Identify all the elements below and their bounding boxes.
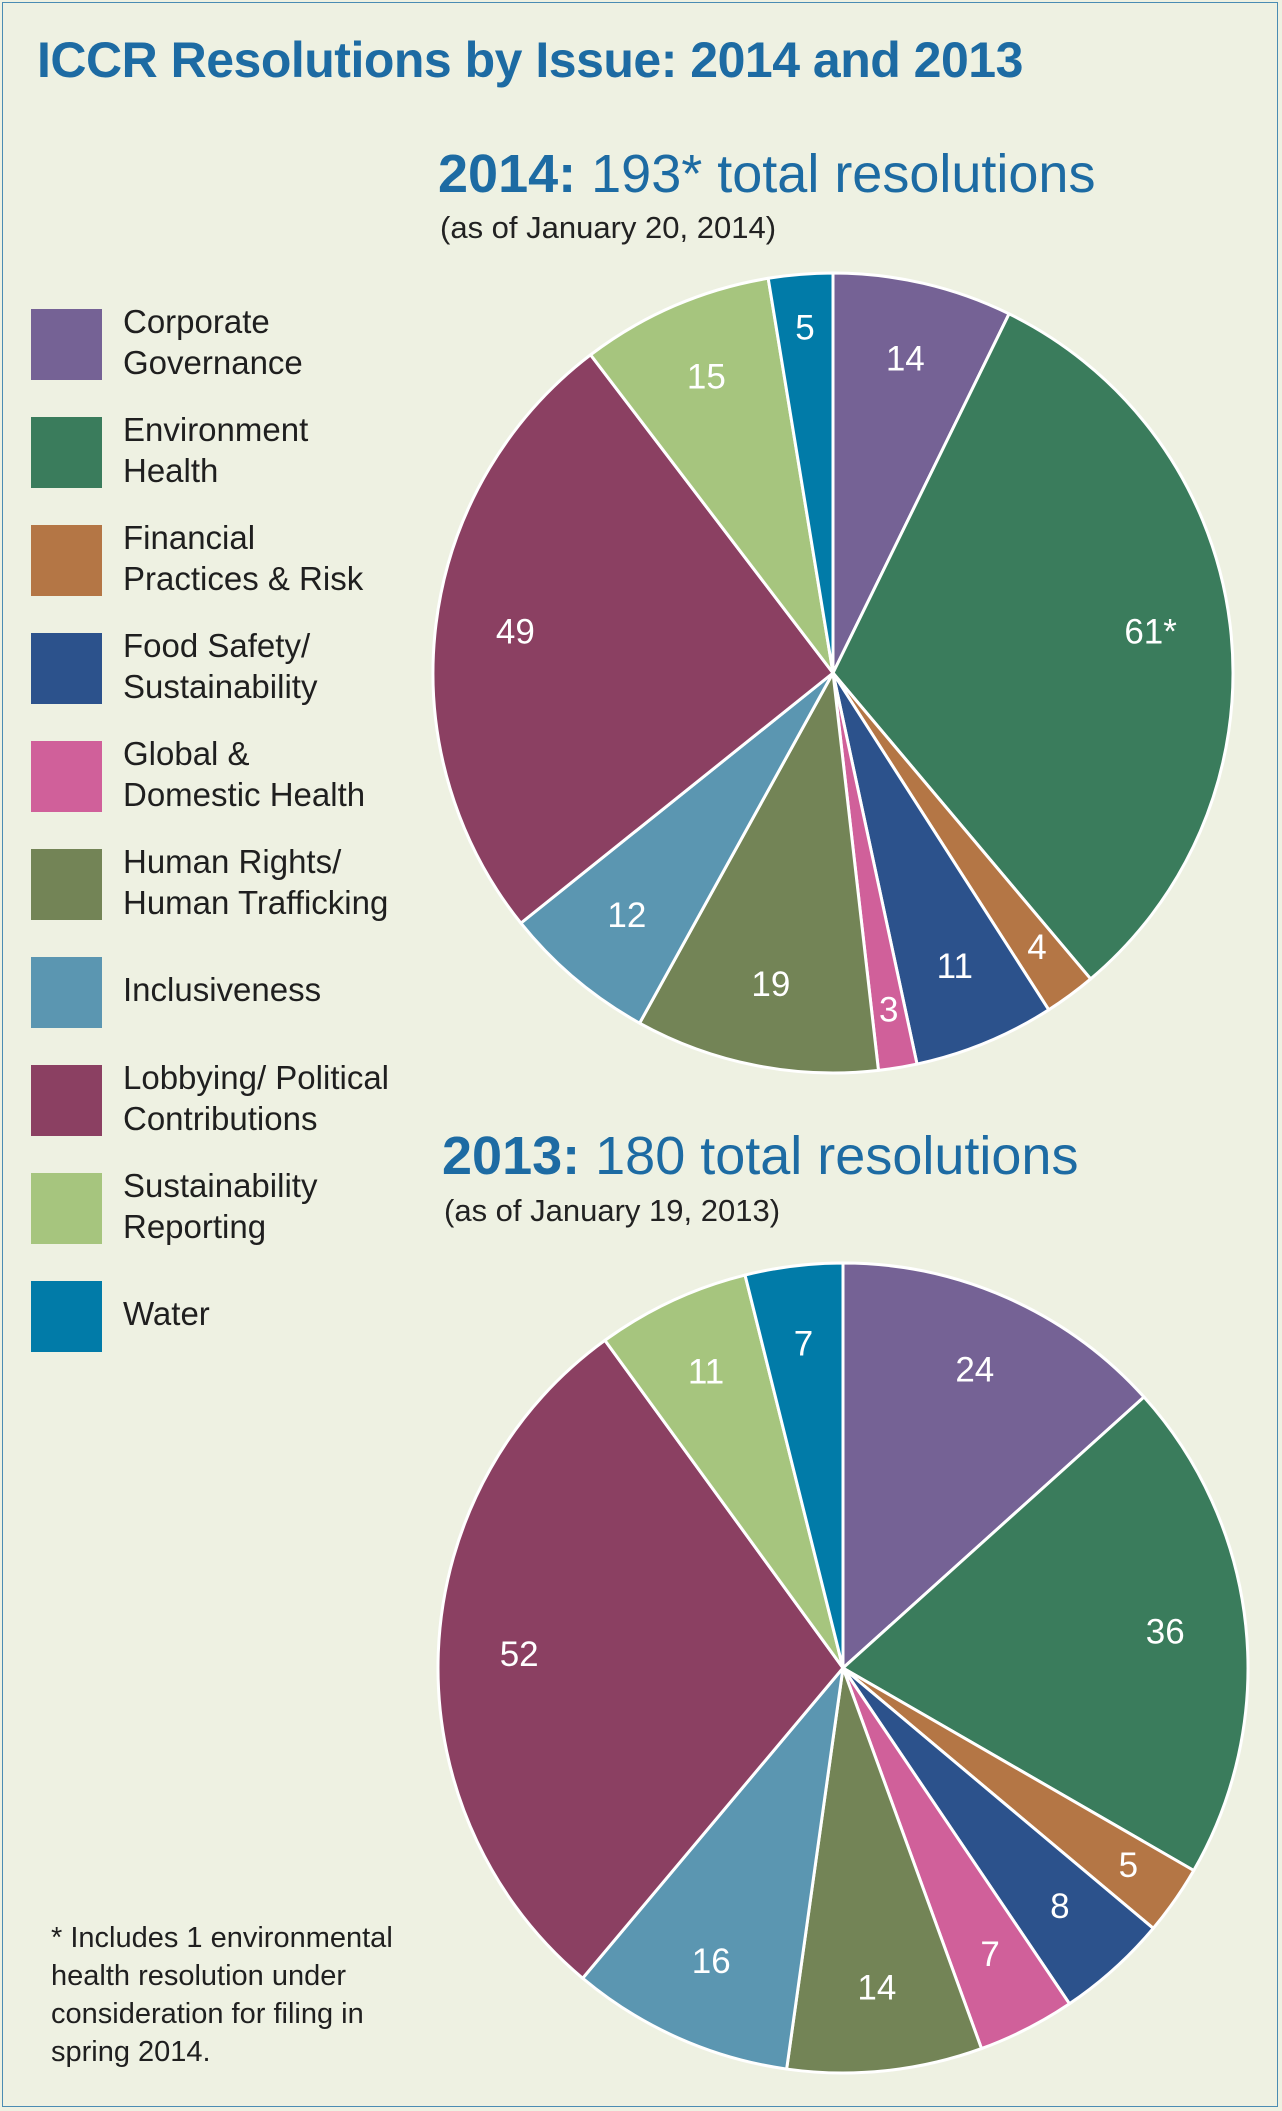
pie-2014-label-environment-health: 61* [1124,612,1177,651]
pie-2013-label-corporate-governance: 24 [955,1350,994,1389]
pie-2013-slice-sustainability-reporting [603,1273,845,1670]
pie-2014-slice-environment-health [831,312,1235,981]
pie-2014-slice-inclusiveness [519,671,835,1025]
pie-2014-heading-year: 2014: [438,144,577,204]
pie-2014-label-corporate-governance: 14 [886,340,925,379]
pie-2013-slice-water [743,1261,845,1670]
legend-swatch [31,849,102,920]
pie-chart-2013: 24 36 5 8 7 14 16 52 11 7 [436,1261,1250,2075]
legend-item-food-safety: Food Safety/ Sustainability [31,625,431,705]
legend-item-global-domestic-health: Global & Domestic Health [31,733,431,813]
pie-2013-heading: 2013: 180 total resolutions [442,1125,1078,1187]
pie-2013-slice-inclusiveness [581,1666,845,2071]
pie-2014-label-inclusiveness: 12 [607,896,646,935]
legend-swatch [31,417,102,488]
pie-2014-slice-sustainability-reporting [589,276,835,675]
pie-2014-slice-water [766,271,835,675]
page-title: ICCR Resolutions by Issue: 2014 and 2013 [37,32,1023,88]
pie-2013-heading-total: 180 total resolutions [580,1126,1079,1186]
pie-2013-label-human-rights-human-trafficking: 14 [857,1968,896,2007]
pie-2014-heading: 2014: 193* total resolutions [438,143,1095,205]
pie-2013-label-inclusiveness: 16 [692,1942,731,1981]
pie-2014-label-human-rights-human-trafficking: 19 [751,965,790,1004]
legend-item-corporate-governance: Corporate Governance [31,301,431,381]
pie-2013-slice-lobbying-political-contributions [436,1338,845,1980]
pie-2014-subtitle: (as of January 20, 2014) [440,210,777,245]
pie-2013-label-food-safety-sustainability: 8 [1050,1887,1069,1926]
legend-label: Global & Domestic Health [123,735,366,813]
pie-2014-slice-lobbying-political-contributions [431,353,835,925]
pie-2013-slice-human-rights-human-trafficking [785,1666,984,2075]
legend-label: Sustainability Reporting [123,1167,318,1245]
pie-2013-label-lobbying-political-contributions: 52 [500,1635,539,1674]
legend-label: Human Rights/ Human Trafficking [123,843,389,921]
legend-item-lobbying: Lobbying/ Political Contributions [31,1057,431,1137]
legend-swatch [31,1173,102,1244]
legend-label: Water [123,1295,210,1332]
legend-swatch [31,957,102,1028]
pie-2013-label-environment-health: 36 [1146,1612,1185,1651]
legend-swatch [31,1281,102,1352]
pie-2013-heading-year: 2013: [442,1126,581,1186]
pie-2014-slice-food-safety-sustainability [831,671,1051,1066]
pie-2014-label-financial-practices-risk: 4 [1027,928,1046,967]
legend-swatch [31,1065,102,1136]
legend-swatch [31,309,102,380]
pie-2013-slice-environment-health [841,1395,1250,1872]
footnote: * Includes 1 environmental health resolu… [51,1922,393,2068]
pie-2013-slice-corporate-governance [841,1261,1146,1670]
legend-item-human-rights: Human Rights/ Human Trafficking [31,841,431,921]
pie-2014-slice-human-rights-human-trafficking [638,671,880,1075]
legend-label: Environment Health [123,411,309,489]
legend-label: Food Safety/ Sustainability [123,627,318,705]
legend-swatch [31,525,102,596]
legend-item-financial-practices: Financial Practices & Risk [31,517,431,597]
legend-swatch [31,741,102,812]
pie-2014-label-lobbying-political-contributions: 49 [496,612,535,651]
pie-2014-label-global-domestic-health: 3 [879,991,898,1030]
legend-label: Financial Practices & Risk [123,519,364,597]
pie-2013-label-water: 7 [794,1325,813,1364]
pie-2014-label-sustainability-reporting: 15 [687,357,726,396]
legend-item-water: Water [31,1273,431,1353]
legend-label: Corporate Governance [123,303,303,381]
pie-2013-subtitle: (as of January 19, 2013) [444,1193,781,1228]
pie-2014-slice-corporate-governance [831,271,1011,675]
pie-2014-label-water: 5 [795,308,814,347]
legend-item-environment-health: Environment Health [31,409,431,489]
pie-2013-label-financial-practices-risk: 5 [1119,1846,1138,1885]
legend-label: Lobbying/ Political Contributions [123,1059,389,1137]
legend-label: Inclusiveness [123,971,322,1008]
pie-2013-label-sustainability-reporting: 11 [688,1353,724,1392]
legend-swatch [31,633,102,704]
pie-2014-label-food-safety-sustainability: 11 [937,947,973,986]
pie-2013-label-global-domestic-health: 7 [980,1935,999,1974]
pie-2014-heading-total: 193* total resolutions [576,144,1096,204]
legend-item-inclusiveness: Inclusiveness [31,949,431,1029]
pie-chart-2014: 14 61* 4 11 3 19 12 49 15 5 [431,271,1235,1075]
legend-item-sustainability-reporting: Sustainability Reporting [31,1165,431,1245]
